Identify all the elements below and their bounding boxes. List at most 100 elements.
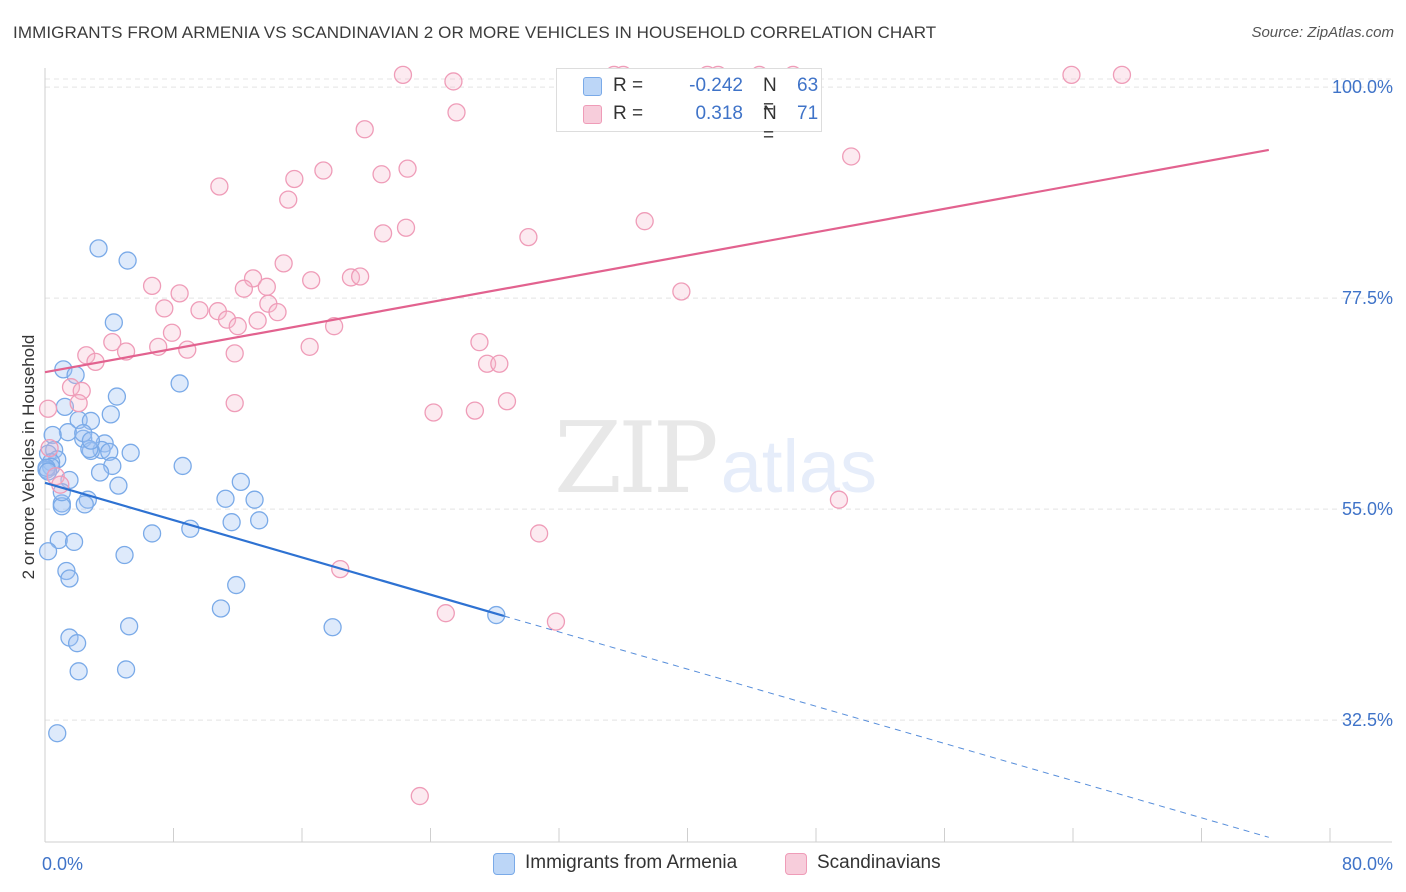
armenia-point [116,660,136,679]
armenia-legend-swatch [493,853,515,875]
armenia-point [231,472,250,492]
scandinavians-point [393,65,413,85]
scandinavians-point [410,786,429,806]
scandinavians-point [268,302,287,322]
scandinavians-point [372,165,391,184]
armenia-point [115,545,134,565]
armenia-swatch [583,77,602,96]
chart-title: IMMIGRANTS FROM ARMENIA VS SCANDINAVIAN … [13,23,937,42]
scandinavians-point [341,268,361,287]
scandinavians-point [300,337,319,356]
armenia-point [100,442,119,462]
scandinavians-point [373,224,393,243]
armenia-point [52,497,71,516]
scandinavians-point [546,612,566,631]
scandinavians-point [324,317,344,336]
scandinavians-point [46,467,65,486]
armenia-trend-line [44,481,505,618]
armenia-point [90,463,110,482]
scandinavians-point [1112,65,1132,85]
scandinavians-point [162,323,182,342]
armenia-point [74,423,93,443]
armenia-point [75,495,94,514]
r-label: R = [613,103,644,124]
armenia-point [38,542,58,561]
y-tick-label: 32.5% [1342,710,1393,730]
scandinavians-point [257,277,276,296]
armenia-point [104,313,123,332]
scandinavians-point [142,276,162,296]
scandinavians-point [470,332,489,352]
armenia-point [227,575,246,595]
armenia-point [101,405,120,424]
armenia-point [121,443,140,462]
scandinavians-point [103,332,122,352]
armenia-point [118,251,137,270]
armenia-point [89,239,108,258]
y-tick-label: 55.0% [1342,499,1393,519]
scandinavians-point [178,340,197,359]
armenia-point [487,605,506,625]
scandinavians-point [396,218,416,237]
scandinavians-point [829,490,849,509]
scandinavians-point [225,393,244,413]
scandinavians-point [519,227,538,247]
stats-legend: R = -0.242 N = 63 R = 0.318 N = 71 [556,68,822,146]
scandinavians-point [350,267,370,286]
armenia-point [119,617,139,636]
armenia-point [69,662,88,681]
scandinavians-point [314,161,333,180]
scandinavians-swatch [583,105,602,124]
scandinavians-point [274,254,293,273]
scandinavians-point [61,378,81,397]
r-value: 0.318 [695,103,743,124]
scandinavians-point [465,401,485,420]
x-tick-label: 80.0% [1342,854,1393,874]
armenia-point [211,599,231,618]
armenia-point [60,569,79,588]
scandinavians-point [225,344,244,363]
armenia-point [216,489,235,508]
trend-lines [44,148,1270,838]
r-label: R = [613,75,644,96]
armenia-point [323,618,342,637]
legend-label: Scandinavians [817,852,941,873]
legend-label: Immigrants from Armenia [525,852,738,873]
armenia-point [48,724,67,743]
scandinavians-point [228,317,247,336]
armenia-point [49,530,68,550]
tick-labels: 100.0% 77.5% 55.0% 32.5% 0.0% 80.0% [42,77,1393,874]
scandinavians-point [69,393,88,413]
x-tick-label: 0.0% [42,854,83,874]
y-tick-label: 77.5% [1342,288,1393,308]
armenia-point [222,513,241,532]
scandinavians-point [424,403,443,422]
armenia-point [58,423,78,442]
scandinavians-point [497,392,517,411]
scandinavians-point [842,147,861,166]
scandinavians-point [447,103,466,122]
armenia-trend-extension [503,615,1269,838]
n-value: 71 [797,103,819,124]
armenia-point [142,524,162,543]
scandinavians-point [436,604,455,623]
n-label: N = [763,103,777,146]
scandinavians-trend-line [44,148,1270,374]
scandinavians-point [243,269,263,288]
armenia-point [109,476,128,495]
scandinavians-point [302,271,321,290]
scandinavians-legend-swatch [785,853,807,875]
scandinavians-point [234,279,254,298]
grid-lines [45,78,1392,721]
scandinavians-point [1062,65,1081,85]
scandinavians-point [490,354,509,373]
scandinavians-point [210,177,229,196]
scandinavians-point [155,299,174,318]
scandinavians-point [190,301,209,320]
armenia-point [245,490,264,509]
data-points [37,65,1132,806]
axes [44,68,1392,843]
scandinavians-point [40,438,59,458]
armenia-point [170,374,189,393]
armenia-point [67,634,87,653]
